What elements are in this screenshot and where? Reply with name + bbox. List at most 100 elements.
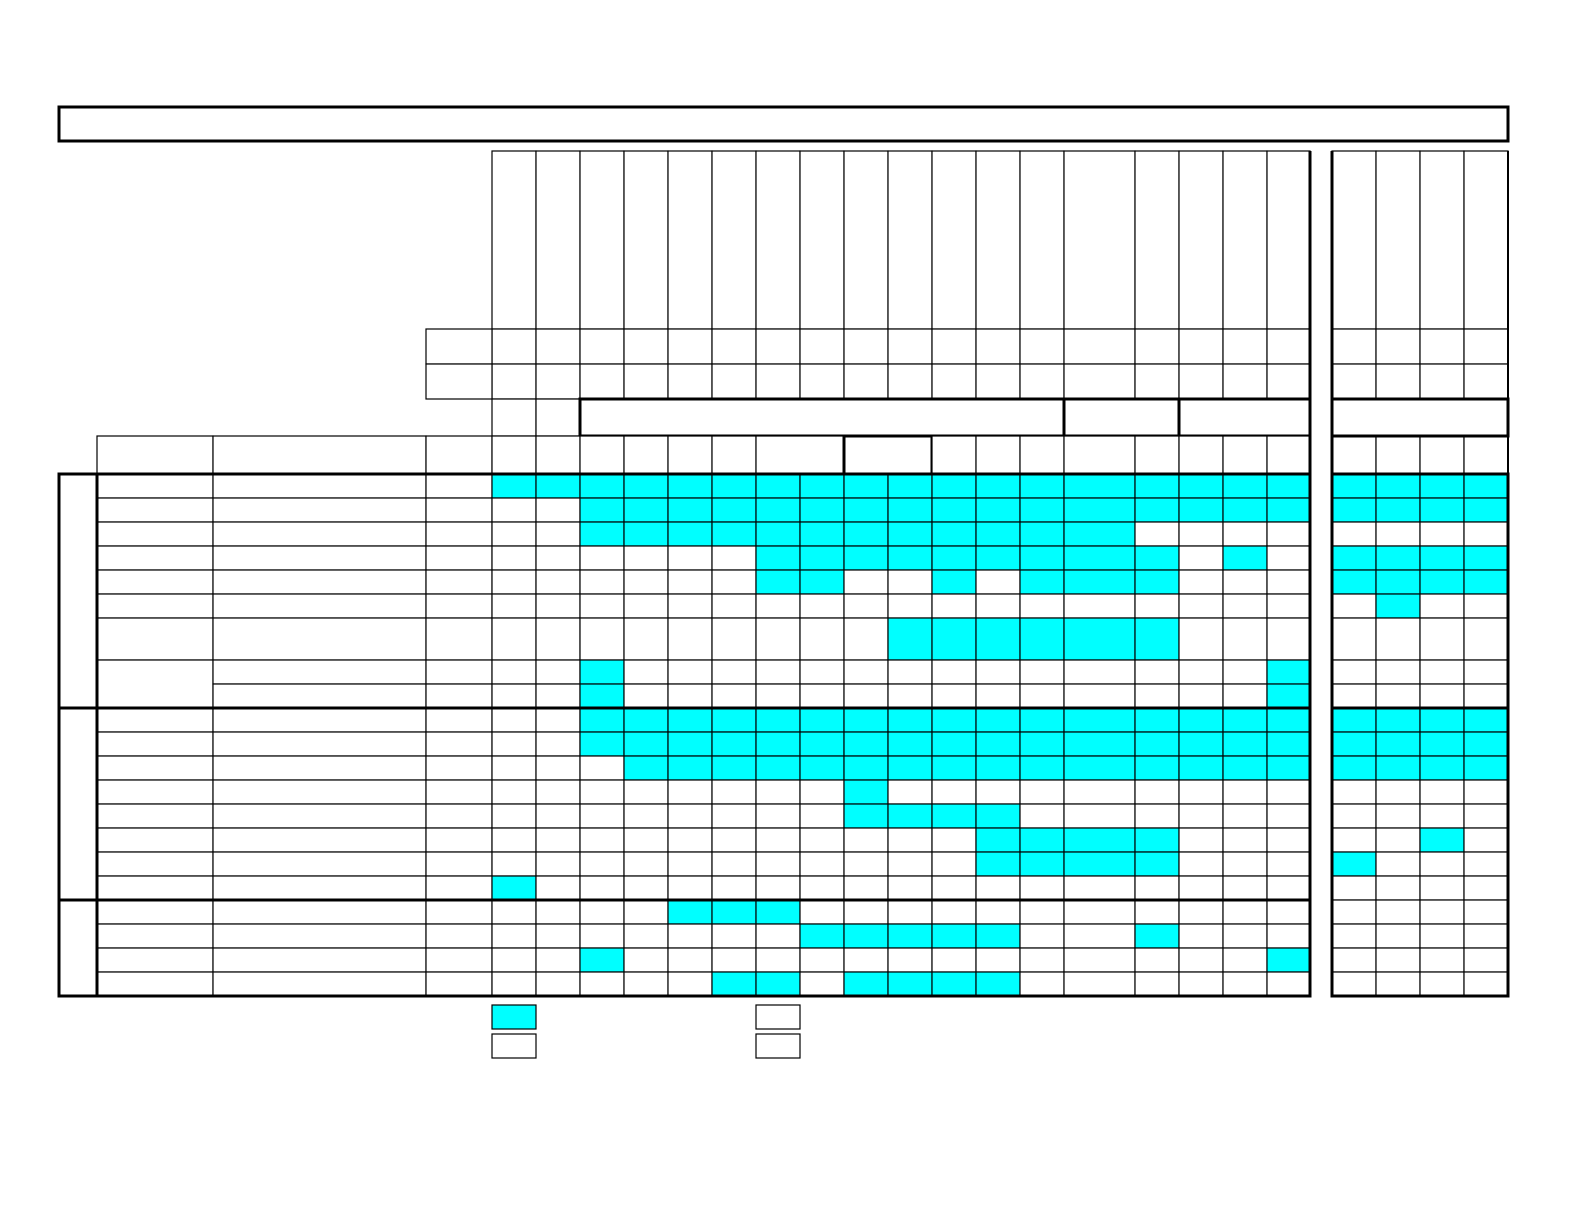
header-cell	[1463, 328, 1509, 365]
row-description	[212, 521, 427, 547]
matrix-cell	[1019, 899, 1065, 925]
matrix-cell	[1266, 827, 1311, 853]
matrix-cell	[843, 617, 889, 661]
matrix-cell	[491, 803, 537, 829]
matrix-cell	[755, 497, 801, 523]
header-cell	[1419, 435, 1465, 475]
matrix-cell	[799, 683, 845, 709]
column-header	[1134, 435, 1180, 475]
matrix-cell	[843, 947, 889, 973]
matrix-cell	[491, 473, 537, 499]
header-cell	[623, 363, 669, 400]
matrix-cell	[931, 923, 977, 949]
matrix-cell	[1019, 971, 1065, 997]
matrix-cell	[1178, 569, 1224, 595]
matrix-cell	[931, 617, 977, 661]
row-code	[425, 707, 493, 733]
matrix-cell	[623, 617, 669, 661]
matrix-cell	[799, 707, 845, 733]
matrix-cell	[1331, 593, 1377, 619]
header-cell	[799, 328, 845, 365]
matrix-cell	[1222, 659, 1268, 685]
matrix-cell	[1331, 659, 1377, 685]
matrix-cell	[755, 779, 801, 805]
header-cell	[1178, 328, 1224, 365]
matrix-cell	[1419, 971, 1465, 997]
matrix-cell	[1063, 593, 1136, 619]
matrix-cell	[711, 497, 757, 523]
matrix-cell	[975, 923, 1021, 949]
column-header	[623, 435, 669, 475]
matrix-cell	[535, 731, 581, 757]
matrix-cell	[1266, 899, 1311, 925]
matrix-cell	[1463, 827, 1509, 853]
matrix-cell	[1063, 779, 1136, 805]
matrix-cell	[1463, 497, 1509, 523]
row-label	[96, 875, 214, 901]
matrix-cell	[1222, 779, 1268, 805]
matrix-cell	[1331, 617, 1377, 661]
matrix-cell	[1019, 755, 1065, 781]
row-code	[425, 755, 493, 781]
matrix-cell	[1063, 875, 1136, 901]
header-cell	[667, 363, 713, 400]
matrix-cell	[931, 473, 977, 499]
column-header	[842, 434, 934, 476]
matrix-cell	[1463, 851, 1509, 877]
matrix-cell	[1063, 803, 1136, 829]
column-header	[491, 435, 537, 475]
matrix-cell	[579, 569, 625, 595]
matrix-cell	[887, 593, 933, 619]
matrix-cell	[887, 497, 933, 523]
header-cell	[711, 150, 757, 330]
row-description	[212, 707, 427, 733]
matrix-cell	[1463, 683, 1509, 709]
matrix-cell	[535, 707, 581, 733]
matrix-cell	[843, 593, 889, 619]
row-description	[212, 779, 427, 805]
matrix-cell	[1419, 707, 1465, 733]
matrix-cell	[1222, 755, 1268, 781]
matrix-cell	[667, 473, 713, 499]
row-code	[425, 593, 493, 619]
matrix-cell	[1331, 707, 1377, 733]
matrix-cell	[1375, 659, 1421, 685]
row-code	[425, 521, 493, 547]
matrix-cell	[1463, 545, 1509, 571]
header-cell	[843, 328, 889, 365]
matrix-cell	[975, 875, 1021, 901]
header-cell	[931, 150, 977, 330]
matrix-cell	[623, 803, 669, 829]
header-cell	[1419, 328, 1465, 365]
matrix-cell	[843, 545, 889, 571]
matrix-cell	[755, 593, 801, 619]
header-cell	[1331, 363, 1377, 400]
matrix-cell	[1463, 569, 1509, 595]
matrix-cell	[1375, 545, 1421, 571]
matrix-cell	[667, 731, 713, 757]
row-code	[425, 851, 493, 877]
matrix-cell	[667, 851, 713, 877]
matrix-cell	[1266, 473, 1311, 499]
matrix-cell	[1375, 875, 1421, 901]
matrix-cell	[1375, 683, 1421, 709]
matrix-cell	[491, 593, 537, 619]
matrix-cell	[755, 707, 801, 733]
group-header	[1062, 397, 1181, 438]
row-group	[57, 706, 99, 902]
header-cell	[1463, 150, 1509, 330]
matrix-cell	[887, 521, 933, 547]
matrix-cell	[755, 521, 801, 547]
column-header	[931, 435, 977, 475]
row-description	[212, 827, 427, 853]
matrix-cell	[667, 497, 713, 523]
matrix-cell	[711, 779, 757, 805]
row-code	[425, 803, 493, 829]
matrix-cell	[579, 875, 625, 901]
matrix-cell	[1463, 659, 1509, 685]
matrix-cell	[843, 779, 889, 805]
matrix-cell	[711, 851, 757, 877]
legend-swatch	[491, 1033, 537, 1059]
header-cell	[1134, 150, 1180, 330]
matrix-cell	[535, 923, 581, 949]
